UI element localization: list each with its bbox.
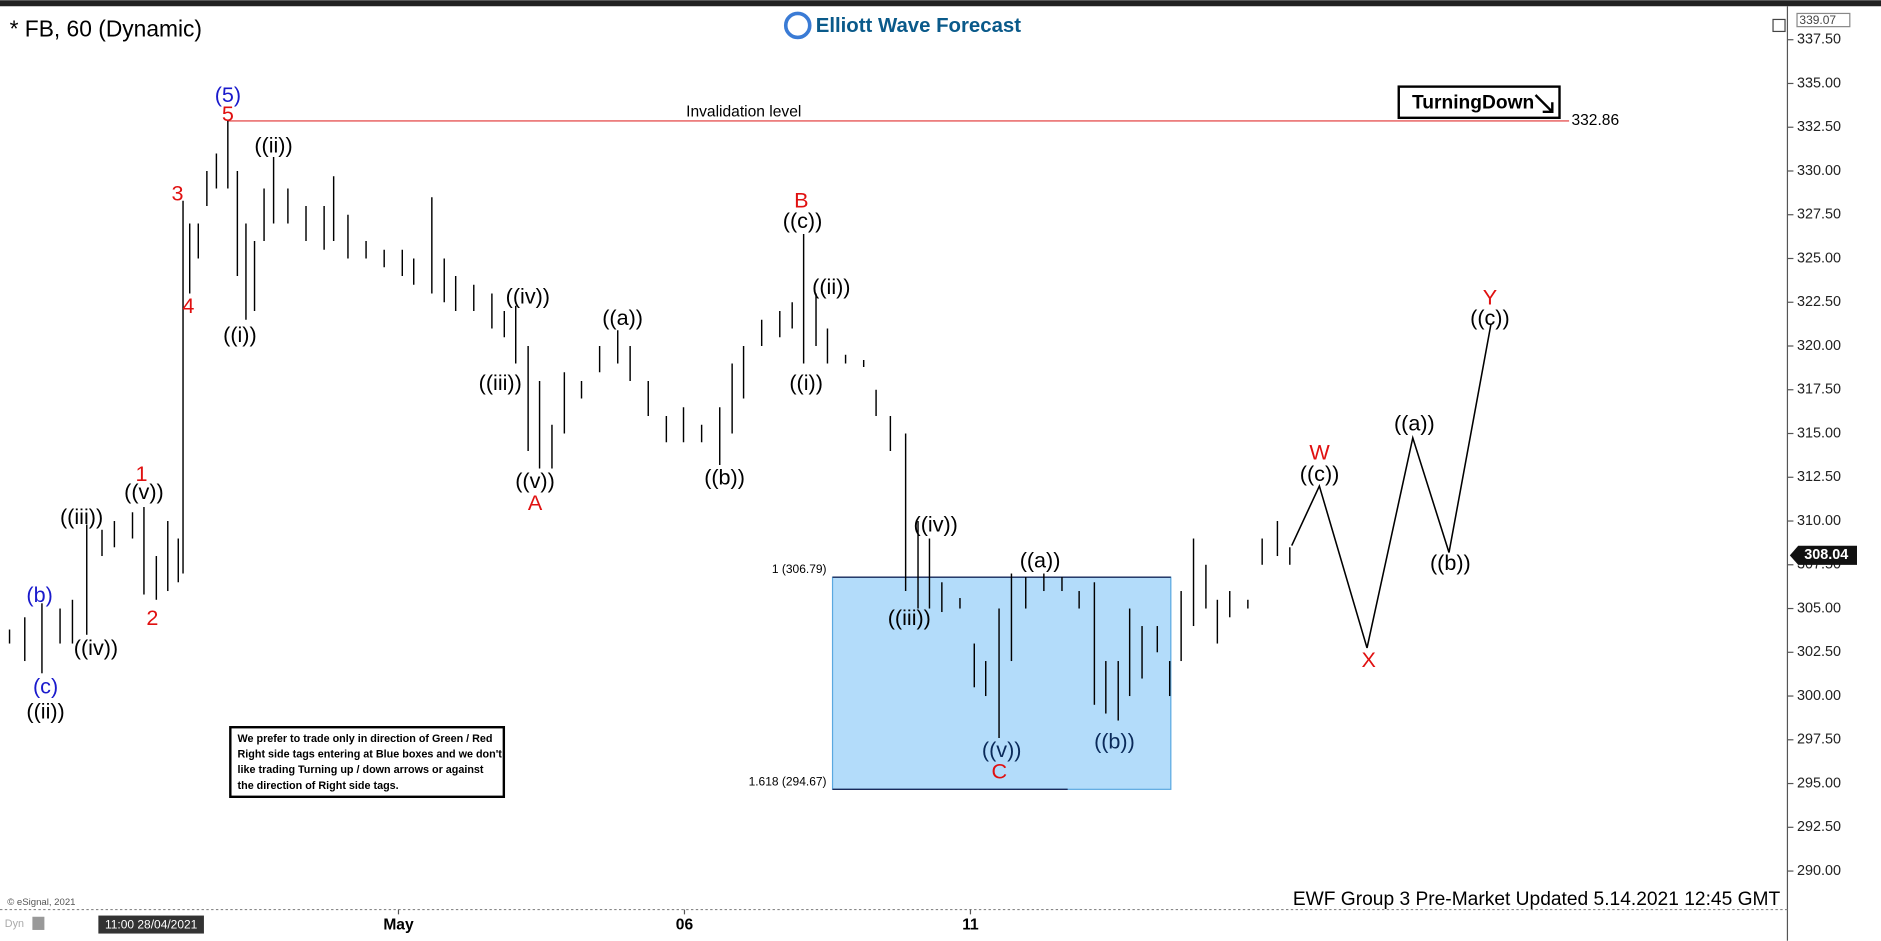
y-tick-label: 305.00: [1797, 600, 1841, 616]
mode-button[interactable]: [32, 916, 45, 930]
wave-label: 3: [172, 180, 184, 205]
wave-label: X: [1362, 647, 1376, 672]
wave-label: ((iv)): [914, 511, 958, 536]
wave-label: ((v)): [515, 468, 555, 493]
wave-label: ((ii)): [26, 699, 64, 724]
y-tick-label: 322.50: [1797, 294, 1841, 310]
last-price-label: 308.04: [1804, 547, 1848, 563]
y-tick-label: 302.50: [1797, 644, 1841, 660]
y-tick-label: 325.00: [1797, 250, 1841, 266]
wave-label: ((c)): [1300, 461, 1340, 486]
y-tick-label: 312.50: [1797, 469, 1841, 485]
wave-label: ((a)): [1020, 547, 1061, 572]
cursor-time-box: [98, 915, 204, 934]
y-tick-label: 335.00: [1797, 75, 1841, 91]
wave-label: ((c)): [783, 208, 823, 233]
last-price-tag: [1789, 545, 1858, 565]
notice-box: [229, 726, 506, 798]
wave-label: ((b)): [704, 465, 745, 490]
invalidation-label: Invalidation level: [686, 104, 801, 121]
x-tick-label: 11: [962, 916, 979, 933]
wave-label: ((iii)): [479, 370, 522, 395]
notice-line: We prefer to trade only in direction of …: [238, 733, 493, 745]
y-tick-label: 317.50: [1797, 382, 1841, 398]
tag-arrow: [1534, 94, 1554, 114]
symbol-title: * FB, 60 (Dynamic): [10, 15, 202, 41]
x-tick-label: May: [383, 916, 414, 933]
wave-label: (5): [215, 82, 241, 107]
wave-label: (c): [33, 673, 58, 698]
notice-line: Right side tags entering at Blue boxes a…: [238, 749, 503, 761]
wave-label: 1: [136, 461, 148, 486]
wave-label: (b): [26, 582, 52, 607]
wave-label: ((c)): [1470, 305, 1510, 330]
wave-label: ((v)): [124, 479, 164, 504]
scale-top-label: 339.07: [1799, 13, 1836, 27]
wave-label: ((i)): [223, 322, 257, 347]
wave-label: ((a)): [1394, 411, 1435, 436]
y-tick-label: 332.50: [1797, 119, 1841, 135]
invalidation-value: 332.86: [1571, 112, 1619, 129]
projection-path: [1291, 323, 1492, 649]
logo-icon: [783, 11, 812, 40]
notice: We prefer to trade only in direction of …: [229, 726, 506, 798]
fib-label: 1.618 (294.67): [749, 774, 827, 788]
tag-text: TurningDown: [1412, 92, 1534, 113]
y-tick-label: 315.00: [1797, 425, 1841, 441]
brand-name: Elliott Wave Forecast: [816, 15, 1022, 37]
notice-line: the direction of Right side tags.: [238, 780, 399, 792]
wave-label: ((a)): [602, 305, 643, 330]
x-tick-label: 06: [676, 916, 694, 933]
y-tick-label: 310.00: [1797, 513, 1841, 529]
y-tick-label: 330.00: [1797, 163, 1841, 179]
y-tick-label: 297.50: [1797, 732, 1841, 748]
cursor-time: 11:00 28/04/2021: [105, 917, 198, 931]
wave-label: 2: [146, 605, 158, 630]
wave-label: ((iv)): [506, 283, 550, 308]
wave-label: A: [528, 490, 543, 515]
mode-label: Dyn: [5, 918, 24, 930]
wave-label: 5: [222, 101, 234, 126]
wave-label: 4: [182, 293, 194, 318]
y-tick-label: 292.50: [1797, 819, 1841, 835]
wave-label: ((iii)): [60, 504, 103, 529]
tag-box: [1397, 85, 1561, 120]
y-tick-label: 327.50: [1797, 207, 1841, 223]
y-tick-label: 337.50: [1797, 32, 1841, 48]
y-tick-label: 320.00: [1797, 338, 1841, 354]
wave-label: Y: [1483, 285, 1497, 310]
y-tick-label: 295.00: [1797, 775, 1841, 791]
y-tick-label: 290.00: [1797, 863, 1841, 879]
wave-label: ((ii)): [812, 274, 850, 299]
wave-label: ((i)): [789, 370, 823, 395]
blue-box: [831, 576, 1172, 790]
fib-label: 1 (306.79): [772, 562, 827, 576]
wave-label: C: [991, 759, 1007, 784]
copyright: © eSignal, 2021: [7, 897, 75, 908]
wave-label: ((iv)): [74, 635, 118, 660]
notice-line: like trading Turning up / down arrows or…: [238, 764, 484, 776]
brand-logo: Elliott Wave Forecast: [783, 11, 1022, 40]
wave-label: ((ii)): [254, 132, 292, 157]
wave-label: B: [794, 187, 808, 212]
y-tick-label: 300.00: [1797, 688, 1841, 704]
wave-label: ((b)): [1094, 729, 1135, 754]
window-button[interactable]: [1772, 18, 1786, 33]
scale-top-box: [1796, 12, 1851, 28]
wave-label: ((v)): [982, 737, 1022, 762]
wave-label: ((iii)): [888, 605, 931, 630]
price-bars: [8, 120, 1291, 739]
turning-tag: TurningDown: [1397, 85, 1561, 120]
wave-label: W: [1309, 439, 1330, 464]
wave-label: ((b)): [1430, 550, 1471, 575]
footer: EWF Group 3 Pre-Market Updated 5.14.2021…: [1293, 889, 1781, 910]
top-frame: [0, 0, 1881, 7]
